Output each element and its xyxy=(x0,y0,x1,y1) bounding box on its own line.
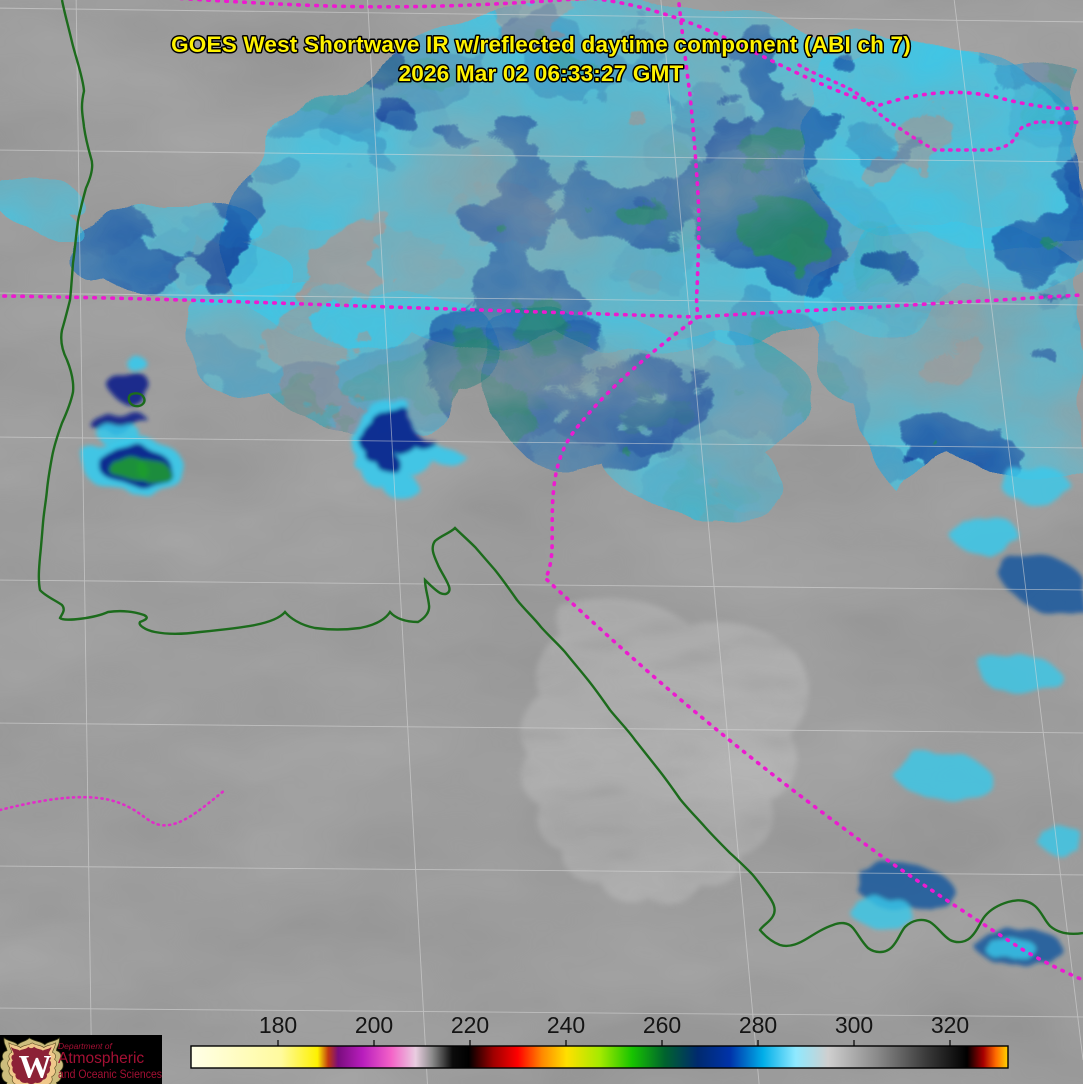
svg-text:320: 320 xyxy=(931,1012,969,1038)
svg-text:300: 300 xyxy=(835,1012,873,1038)
svg-text:and Oceanic Sciences: and Oceanic Sciences xyxy=(58,1067,162,1081)
svg-text:GOES West Shortwave IR w/refle: GOES West Shortwave IR w/reflected dayti… xyxy=(171,32,911,57)
svg-text:240: 240 xyxy=(547,1012,585,1038)
svg-text:220: 220 xyxy=(451,1012,489,1038)
svg-text:280: 280 xyxy=(739,1012,777,1038)
svg-text:W: W xyxy=(19,1050,52,1084)
svg-text:200: 200 xyxy=(355,1012,393,1038)
svg-text:Atmospheric: Atmospheric xyxy=(58,1050,144,1067)
svg-text:260: 260 xyxy=(643,1012,681,1038)
svg-text:2026 Mar 02 06:33:27 GMT: 2026 Mar 02 06:33:27 GMT xyxy=(399,61,684,86)
svg-text:180: 180 xyxy=(259,1012,297,1038)
